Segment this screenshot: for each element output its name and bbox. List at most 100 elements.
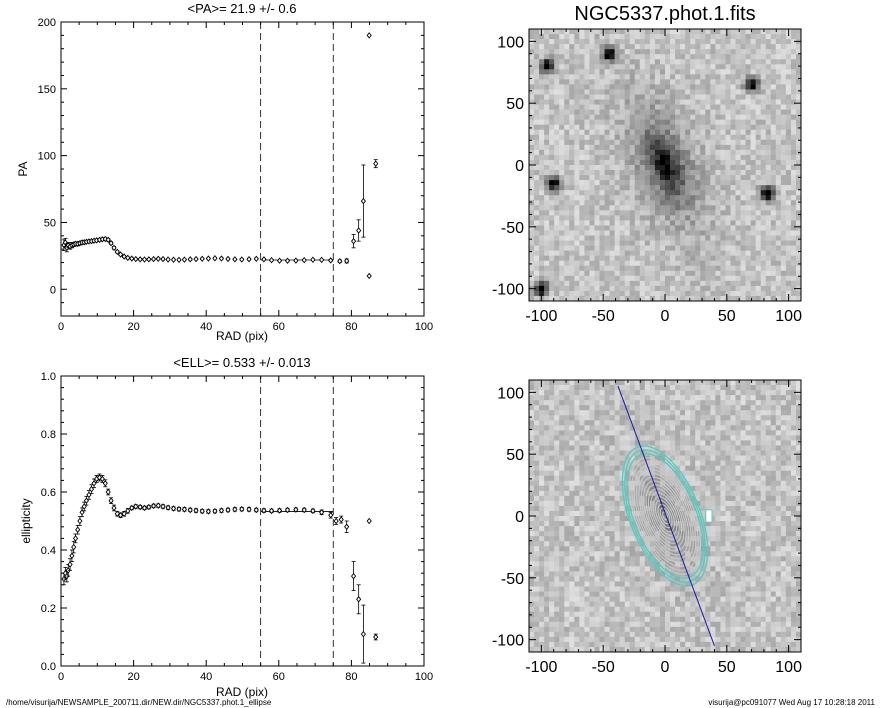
image-pixel — [619, 285, 626, 292]
pa-marker — [170, 256, 177, 263]
image-pixel — [695, 29, 701, 35]
image-pixel — [599, 185, 605, 191]
image-pixel — [659, 190, 666, 196]
image-pixel — [700, 124, 706, 131]
image-pixel — [665, 124, 671, 131]
image-pixel — [720, 270, 726, 277]
image-pixel — [539, 631, 545, 638]
image-pixel — [725, 104, 731, 110]
image-pixel — [680, 64, 686, 70]
image-pixel — [629, 64, 636, 70]
image-pixel — [584, 190, 590, 196]
image-pixel — [609, 581, 615, 587]
image-pixel — [554, 430, 560, 436]
image-pixel — [564, 500, 570, 507]
image-pixel — [529, 516, 535, 522]
ell-marker — [67, 561, 73, 568]
image-pixel — [614, 290, 620, 297]
image-pixel — [599, 495, 605, 502]
image-pixel — [539, 235, 545, 241]
image-pixel — [644, 170, 651, 176]
image-pixel — [785, 270, 792, 277]
image-pixel — [670, 265, 676, 272]
image-pixel — [529, 410, 535, 416]
image-pixel — [604, 124, 610, 131]
image-pixel — [675, 124, 681, 131]
image-pixel — [735, 225, 741, 231]
image-pixel — [680, 225, 686, 231]
image-pixel — [574, 631, 580, 638]
image-pixel — [745, 165, 751, 171]
image-pixel — [639, 44, 646, 50]
image-pixel — [599, 104, 605, 110]
image-pixel — [559, 395, 565, 401]
image-pixel — [534, 134, 540, 141]
image-pixel — [554, 546, 560, 552]
image-pixel — [549, 129, 555, 136]
image-pixel — [594, 235, 600, 241]
image-pixel — [604, 460, 610, 466]
ell-marker — [276, 507, 283, 514]
pa-point — [155, 255, 161, 263]
image-pixel — [584, 455, 590, 461]
image-pixel — [765, 175, 772, 181]
image-pixel — [564, 109, 570, 115]
image-pixel — [760, 190, 767, 196]
pa-x-label: RAD (pix) — [216, 329, 268, 343]
image-pixel — [765, 69, 772, 75]
image-pixel — [685, 119, 691, 126]
image-pixel — [690, 200, 696, 206]
image-pixel — [559, 109, 565, 115]
image-pixel — [695, 165, 701, 171]
image-pixel — [665, 64, 671, 70]
image-pixel — [775, 59, 782, 65]
image-pixel — [554, 275, 560, 282]
image-pixel — [604, 380, 610, 386]
image-pixel — [599, 220, 605, 226]
image-pixel — [529, 64, 535, 70]
image-pixel — [675, 129, 681, 136]
image-pixel — [574, 526, 580, 532]
image-pixel — [654, 39, 661, 45]
image-pixel — [539, 190, 545, 196]
image-pixel — [614, 210, 620, 216]
image-pixel — [725, 225, 731, 231]
image-pixel — [649, 190, 656, 196]
image-pixel — [680, 159, 686, 166]
image-pixel — [564, 430, 570, 436]
image-pixel — [609, 601, 615, 607]
image-pixel — [579, 139, 585, 146]
image-pixel — [755, 195, 762, 201]
image-pixel — [544, 385, 550, 391]
image-pixel — [680, 124, 686, 131]
image-pixel — [564, 571, 570, 577]
image-pixel — [624, 526, 631, 532]
image-pixel — [740, 255, 746, 262]
ell-marker — [328, 511, 334, 519]
image-pixel — [659, 159, 666, 166]
image-pixel — [740, 250, 746, 256]
image-pixel — [750, 195, 756, 201]
image-pixel — [795, 165, 802, 171]
image-pixel — [795, 210, 802, 216]
image-pixel — [619, 611, 626, 618]
image-pixel — [700, 255, 706, 262]
image-pixel — [569, 225, 575, 231]
image-pixel — [690, 149, 696, 156]
image-pixel — [574, 250, 580, 256]
image-pixel — [549, 245, 555, 251]
image-pixel — [579, 260, 585, 267]
image-pixel — [614, 74, 620, 80]
image-pixel — [715, 165, 721, 171]
image-pixel — [594, 29, 600, 35]
image-pixel — [730, 154, 736, 161]
image-pixel — [775, 230, 782, 236]
image-pixel — [569, 170, 575, 176]
image-pixel — [725, 159, 731, 166]
image-pixel — [790, 215, 797, 221]
image-pixel — [534, 551, 540, 557]
image-pixel — [589, 215, 595, 221]
image-pixel — [579, 94, 585, 100]
image-pixel — [725, 255, 731, 262]
image-pixel — [775, 104, 782, 110]
